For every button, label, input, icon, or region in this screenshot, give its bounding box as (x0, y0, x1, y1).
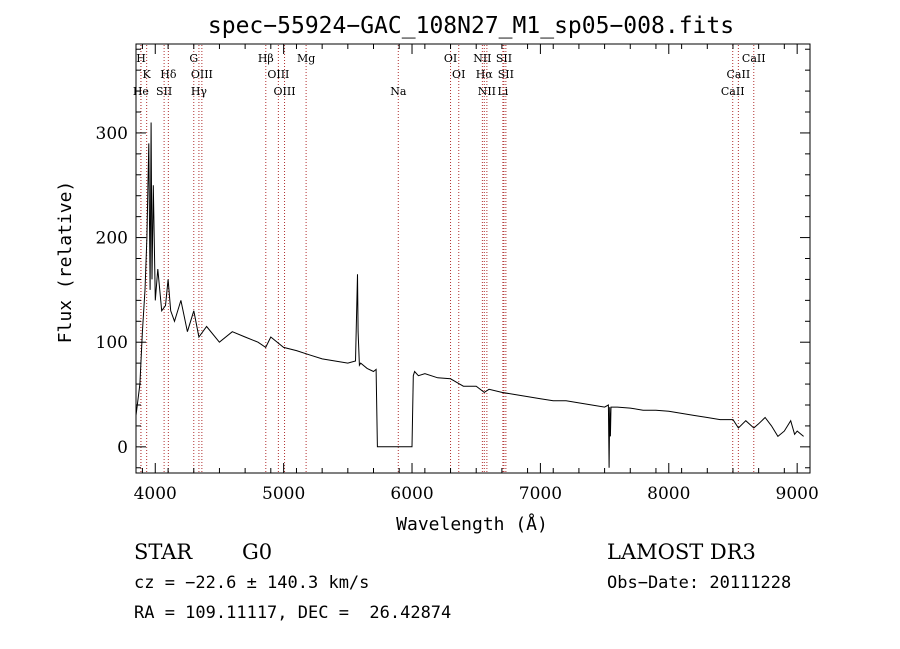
emission-line-markers (140, 45, 755, 472)
x-tick-label-3: 7000 (519, 484, 562, 504)
line-label-16: Hα (476, 68, 494, 81)
x-tick-label-4: 8000 (647, 484, 690, 504)
line-label-20: Li (497, 85, 508, 98)
x-tick-label-1: 5000 (262, 484, 305, 504)
chart-title: spec−55924−GAC_108N27_M1_sp05−008.fits (208, 13, 734, 39)
line-label-6: OIII (191, 68, 213, 81)
line-label-5: G (189, 52, 198, 65)
object-subclass: G0 (242, 540, 273, 564)
survey-label: LAMOST DR3 (607, 540, 756, 564)
plot-frame (135, 43, 811, 474)
line-label-14: OI (452, 68, 465, 81)
x-axis-label: Wavelength (Å) (396, 513, 548, 535)
line-label-21: CaII (742, 52, 766, 65)
line-label-1: K (143, 68, 152, 81)
line-label-17: NII (478, 85, 496, 98)
y-tick-label-3: 300 (96, 124, 128, 144)
y-tick-label-0: 0 (117, 438, 128, 458)
line-label-19: SII (498, 68, 514, 81)
line-label-9: OIII (267, 68, 289, 81)
ra-dec: RA = 109.11117, DEC = 26.42874 (134, 603, 452, 623)
y-tick-label-2: 200 (96, 229, 128, 249)
redshift-cz: cz = −22.6 ± 140.3 km/s (134, 573, 370, 593)
line-label-18: SII (496, 52, 512, 65)
y-axis-label: Flux (relative) (55, 181, 76, 344)
line-label-22: CaII (727, 68, 751, 81)
line-label-10: OIII (274, 85, 296, 98)
line-label-8: Hβ (258, 52, 274, 65)
line-label-3: SII (156, 85, 172, 98)
y-axis-ticks: 0 100 200 300 (96, 48, 810, 469)
line-label-0: H (136, 52, 146, 65)
line-label-13: OI (444, 52, 457, 65)
x-tick-label-2: 6000 (390, 484, 433, 504)
line-label-7: Hγ (191, 85, 208, 98)
object-class: STAR (134, 540, 193, 564)
x-tick-label-5: 9000 (776, 484, 819, 504)
y-tick-label-1: 100 (96, 333, 128, 353)
x-tick-label-0: 4000 (134, 484, 177, 504)
line-label-4: Hδ (160, 68, 177, 81)
x-axis-ticks: 4000 5000 6000 7000 8000 9000 (134, 44, 819, 504)
line-label-12: Na (390, 85, 407, 98)
obs-date: Obs−Date: 20111228 (607, 573, 792, 593)
spectrum-series (135, 122, 804, 468)
line-label-11: Mg (297, 52, 315, 65)
line-label-23: CaII (721, 85, 745, 98)
line-label-15: NII (473, 52, 491, 65)
